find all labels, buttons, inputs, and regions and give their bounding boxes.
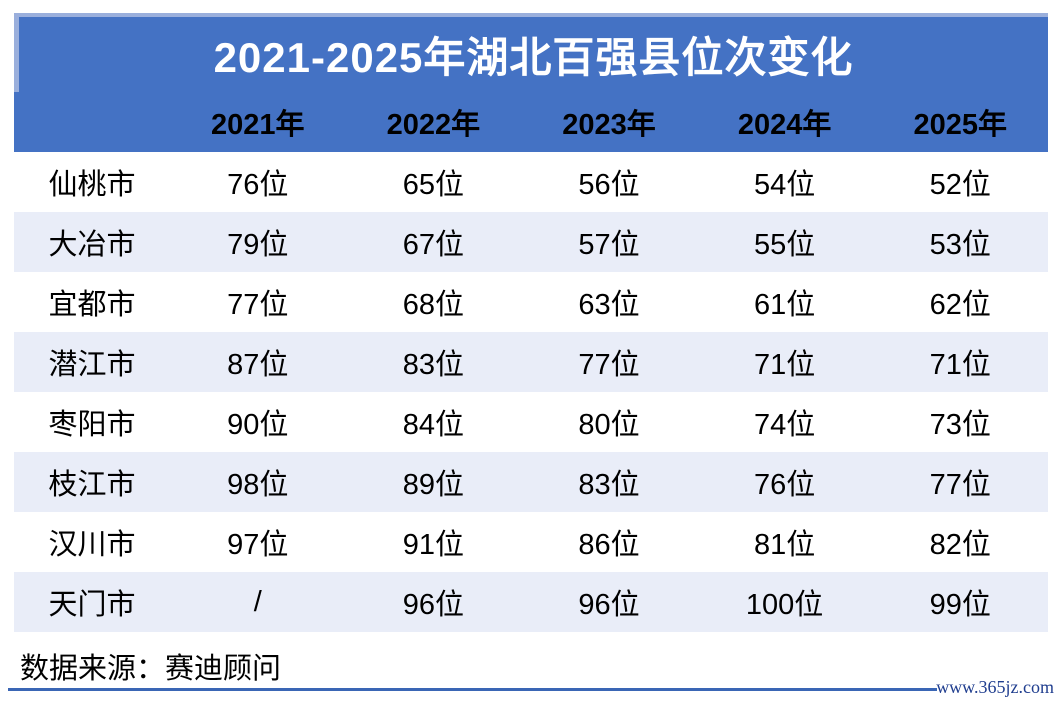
rank-value-cell: 84位: [402, 409, 465, 441]
rank-value-cell: 99位: [929, 589, 991, 621]
rank-value-cell: 62位: [929, 289, 991, 321]
rank-value-cell: 77位: [929, 469, 991, 501]
rank-value-cell: 56位: [578, 169, 640, 201]
rank-value-cell: 71位: [753, 349, 816, 381]
city-name-cell: 天门市: [48, 589, 136, 621]
rank-value-cell: 65位: [402, 169, 465, 201]
rank-value-cell: 67位: [402, 229, 465, 261]
rank-value-cell: 96位: [402, 589, 465, 621]
table-row: 大冶市 79位 67位 57位 55位 53位: [14, 212, 1048, 272]
city-name-cell: 潜江市: [48, 349, 136, 381]
table-row: 枣阳市 90位 84位 80位 74位 73位: [14, 392, 1048, 452]
table-header-row: 2021年 2022年 2023年 2024年 2025年: [14, 92, 1048, 152]
rank-value-cell: 83位: [578, 469, 640, 501]
city-name-cell: 汉川市: [48, 529, 136, 561]
header-year-cell: 2023年: [562, 109, 656, 141]
rank-value-cell: 96位: [578, 589, 640, 621]
site-watermark: www.365jz.com: [936, 677, 1054, 697]
rank-value-cell: 97位: [227, 529, 289, 561]
rank-value-cell: 100位: [745, 589, 824, 621]
rank-value-cell: 61位: [753, 289, 816, 321]
header-year-cell: 2021年: [211, 109, 305, 141]
city-name-cell: 枣阳市: [48, 409, 136, 441]
rank-value-cell: 77位: [578, 349, 640, 381]
table-row: 宜都市 77位 68位 63位 61位 62位: [14, 272, 1048, 332]
rank-value-cell: 89位: [402, 469, 465, 501]
header-year-cell: 2025年: [913, 109, 1007, 141]
rank-value-cell: 90位: [227, 409, 289, 441]
rank-value-cell: 77位: [227, 289, 289, 321]
rank-value-cell: 71位: [929, 349, 991, 381]
city-name-cell: 仙桃市: [48, 169, 136, 201]
header-corner-cell: [14, 92, 170, 152]
rank-value-cell: 91位: [402, 529, 465, 561]
header-year-cell: 2022年: [386, 109, 481, 141]
city-name-cell: 宜都市: [48, 289, 136, 321]
rank-value-cell: 86位: [578, 529, 640, 561]
table-body: 仙桃市 76位 65位 56位 54位 52位大冶市 79位 67位 57位 55位 53位宜都市 7…: [14, 152, 1048, 632]
rank-value-cell: 55位: [753, 229, 816, 261]
city-name-cell: 枝江市: [48, 469, 136, 501]
rank-value-cell: /: [253, 585, 262, 618]
table-row: 汉川市 97位 91位 86位 81位 82位: [14, 512, 1048, 572]
rank-value-cell: 52位: [929, 169, 991, 201]
rank-value-cell: 74位: [753, 409, 816, 441]
table-row: 潜江市 87位 83位 77位 71位 71位: [14, 332, 1048, 392]
data-source-note: 数据来源：赛迪顾问: [20, 653, 282, 685]
rank-value-cell: 76位: [753, 469, 816, 501]
rank-value-cell: 81位: [753, 529, 816, 561]
rank-value-cell: 82位: [929, 529, 991, 561]
rank-value-cell: 79位: [227, 229, 289, 261]
table-row: 天门市 / 96位 96位 100位 99位: [14, 572, 1048, 632]
table-row: 仙桃市 76位 65位 56位 54位 52位: [14, 152, 1048, 212]
rank-value-cell: 73位: [929, 409, 991, 441]
rank-value-cell: 98位: [227, 469, 289, 501]
rank-value-cell: 87位: [227, 349, 289, 381]
rank-value-cell: 83位: [402, 349, 465, 381]
rank-value-cell: 80位: [578, 409, 640, 441]
rank-value-cell: 76位: [227, 169, 289, 201]
table-row: 枝江市 98位 89位 83位 76位 77位: [14, 452, 1048, 512]
rank-value-cell: 53位: [929, 229, 991, 261]
rank-value-cell: 63位: [578, 289, 640, 321]
table-title-banner: 2021-2025年湖北百强县位次变化: [14, 13, 1048, 92]
table-title: 2021-2025年湖北百强县位次变化: [213, 34, 854, 81]
rank-value-cell: 54位: [753, 169, 816, 201]
rank-value-cell: 57位: [578, 229, 640, 261]
city-name-cell: 大冶市: [48, 229, 136, 261]
rank-value-cell: 68位: [402, 289, 465, 321]
bottom-divider-line: [8, 688, 937, 691]
header-year-cell: 2024年: [737, 109, 832, 141]
ranking-table: 2021-2025年湖北百强县位次变化 2021年 2022年 2023年 2024年…: [14, 13, 1048, 632]
